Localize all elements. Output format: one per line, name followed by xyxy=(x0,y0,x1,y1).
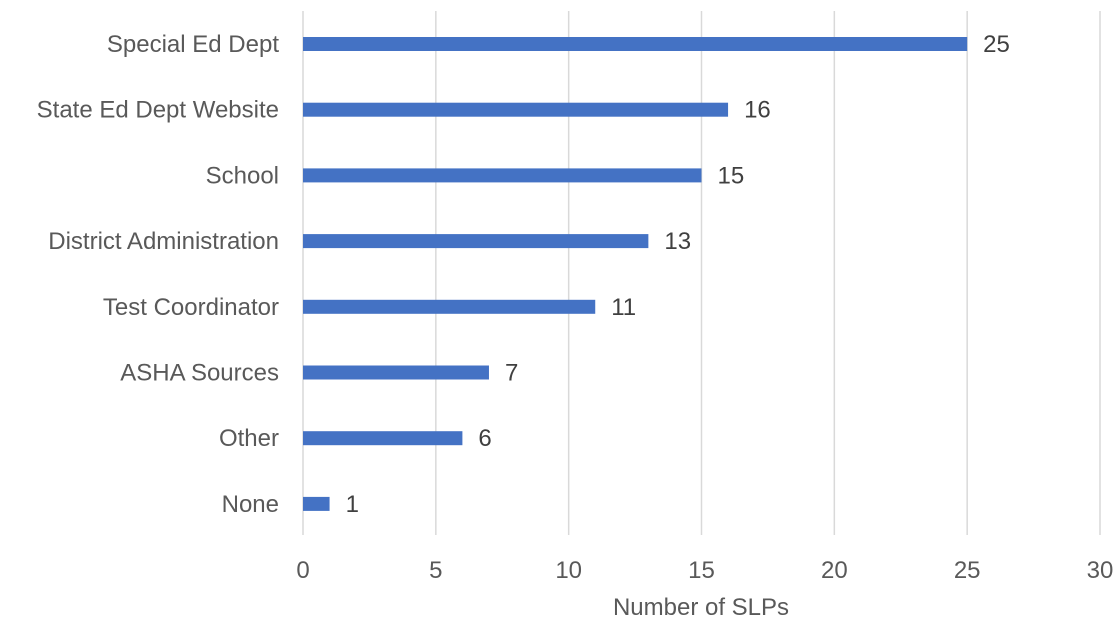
x-axis-ticks: 0 5 10 15 20 25 30 xyxy=(296,557,1113,584)
x-tick-label: 20 xyxy=(821,557,848,584)
bar xyxy=(303,168,702,183)
x-tick-label: 0 xyxy=(296,557,309,584)
category-labels: Special Ed Dept State Ed Dept Website Scho… xyxy=(37,31,280,518)
data-label: 6 xyxy=(478,425,491,452)
bar xyxy=(303,431,463,446)
data-label: 7 xyxy=(505,360,518,387)
category-label: Other xyxy=(219,425,279,452)
data-label: 13 xyxy=(664,228,691,255)
bar xyxy=(303,234,649,249)
x-tick-label: 15 xyxy=(688,557,715,584)
bar xyxy=(303,365,489,380)
gridlines xyxy=(302,11,1101,535)
data-labels: 25 16 15 13 11 7 6 1 xyxy=(346,31,1010,518)
x-tick-label: 25 xyxy=(954,557,981,584)
bars xyxy=(303,37,968,511)
x-axis-title: Number of SLPs xyxy=(613,594,789,618)
category-label: None xyxy=(222,491,279,518)
bar xyxy=(303,299,596,314)
bar xyxy=(303,102,729,117)
x-tick-label: 10 xyxy=(555,557,582,584)
data-label: 16 xyxy=(744,97,771,124)
data-label: 25 xyxy=(983,31,1010,58)
category-label: ASHA Sources xyxy=(120,360,279,387)
data-label: 15 xyxy=(718,162,745,189)
data-label: 11 xyxy=(611,294,636,321)
x-tick-label: 5 xyxy=(429,557,442,584)
category-label: Test Coordinator xyxy=(103,294,279,321)
bar xyxy=(303,496,330,511)
category-label: District Administration xyxy=(48,228,279,255)
bar xyxy=(303,37,968,51)
category-label: School xyxy=(206,162,279,189)
x-tick-label: 30 xyxy=(1087,557,1114,584)
category-label: State Ed Dept Website xyxy=(37,97,279,124)
data-label: 1 xyxy=(346,491,359,518)
category-label: Special Ed Dept xyxy=(107,31,279,58)
